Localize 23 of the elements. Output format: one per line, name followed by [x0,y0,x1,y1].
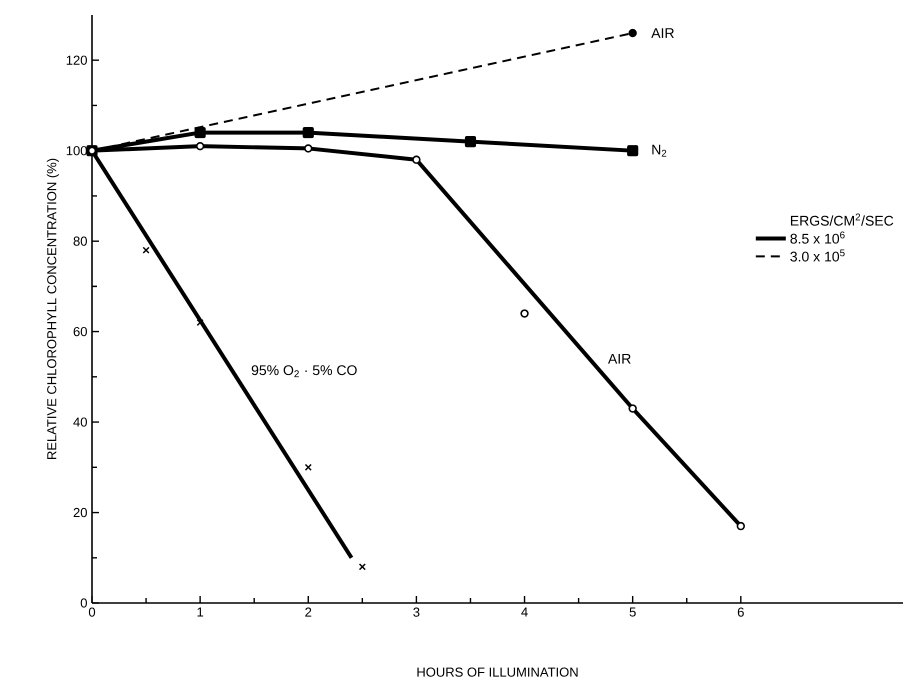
legend-title: ERGS/CM$^{2}$/SEC [790,214,894,226]
annotation: 95% O$_{2}$ · 5% CO [252,365,357,378]
x-tick-label: 6 [738,608,744,617]
y-tick-label: 100 [66,146,87,156]
x-tick-label: 1 [198,608,204,616]
x-tick-label: 3 [413,608,420,617]
x-tick-label: 5 [630,608,636,617]
y-axis-title: RELATIVE CHLOROPHYLL CONCENTRATION (%) [46,158,59,460]
y-tick-label: 80 [74,236,87,246]
legend-label: 3.0 x 10$^{5}$ [790,249,845,262]
y-tick-label: 20 [74,508,87,518]
x-axis-title: HOURS OF ILLUMINATION [417,668,578,677]
legend-label: 8.5 x 10$^{6}$ [790,231,845,244]
x-tick-label: 0 [88,608,96,617]
y-tick-label: 60 [74,327,87,336]
annotation: N$_{2}$ [652,144,666,157]
y-tick-label: 40 [73,417,87,427]
annotation: AIR [651,28,674,38]
x-tick-label: 2 [305,608,312,617]
y-tick-label: 0 [80,598,87,608]
y-tick-label: 120 [66,56,87,65]
x-tick-label: 4 [521,608,528,616]
annotation: AIR [608,354,631,364]
